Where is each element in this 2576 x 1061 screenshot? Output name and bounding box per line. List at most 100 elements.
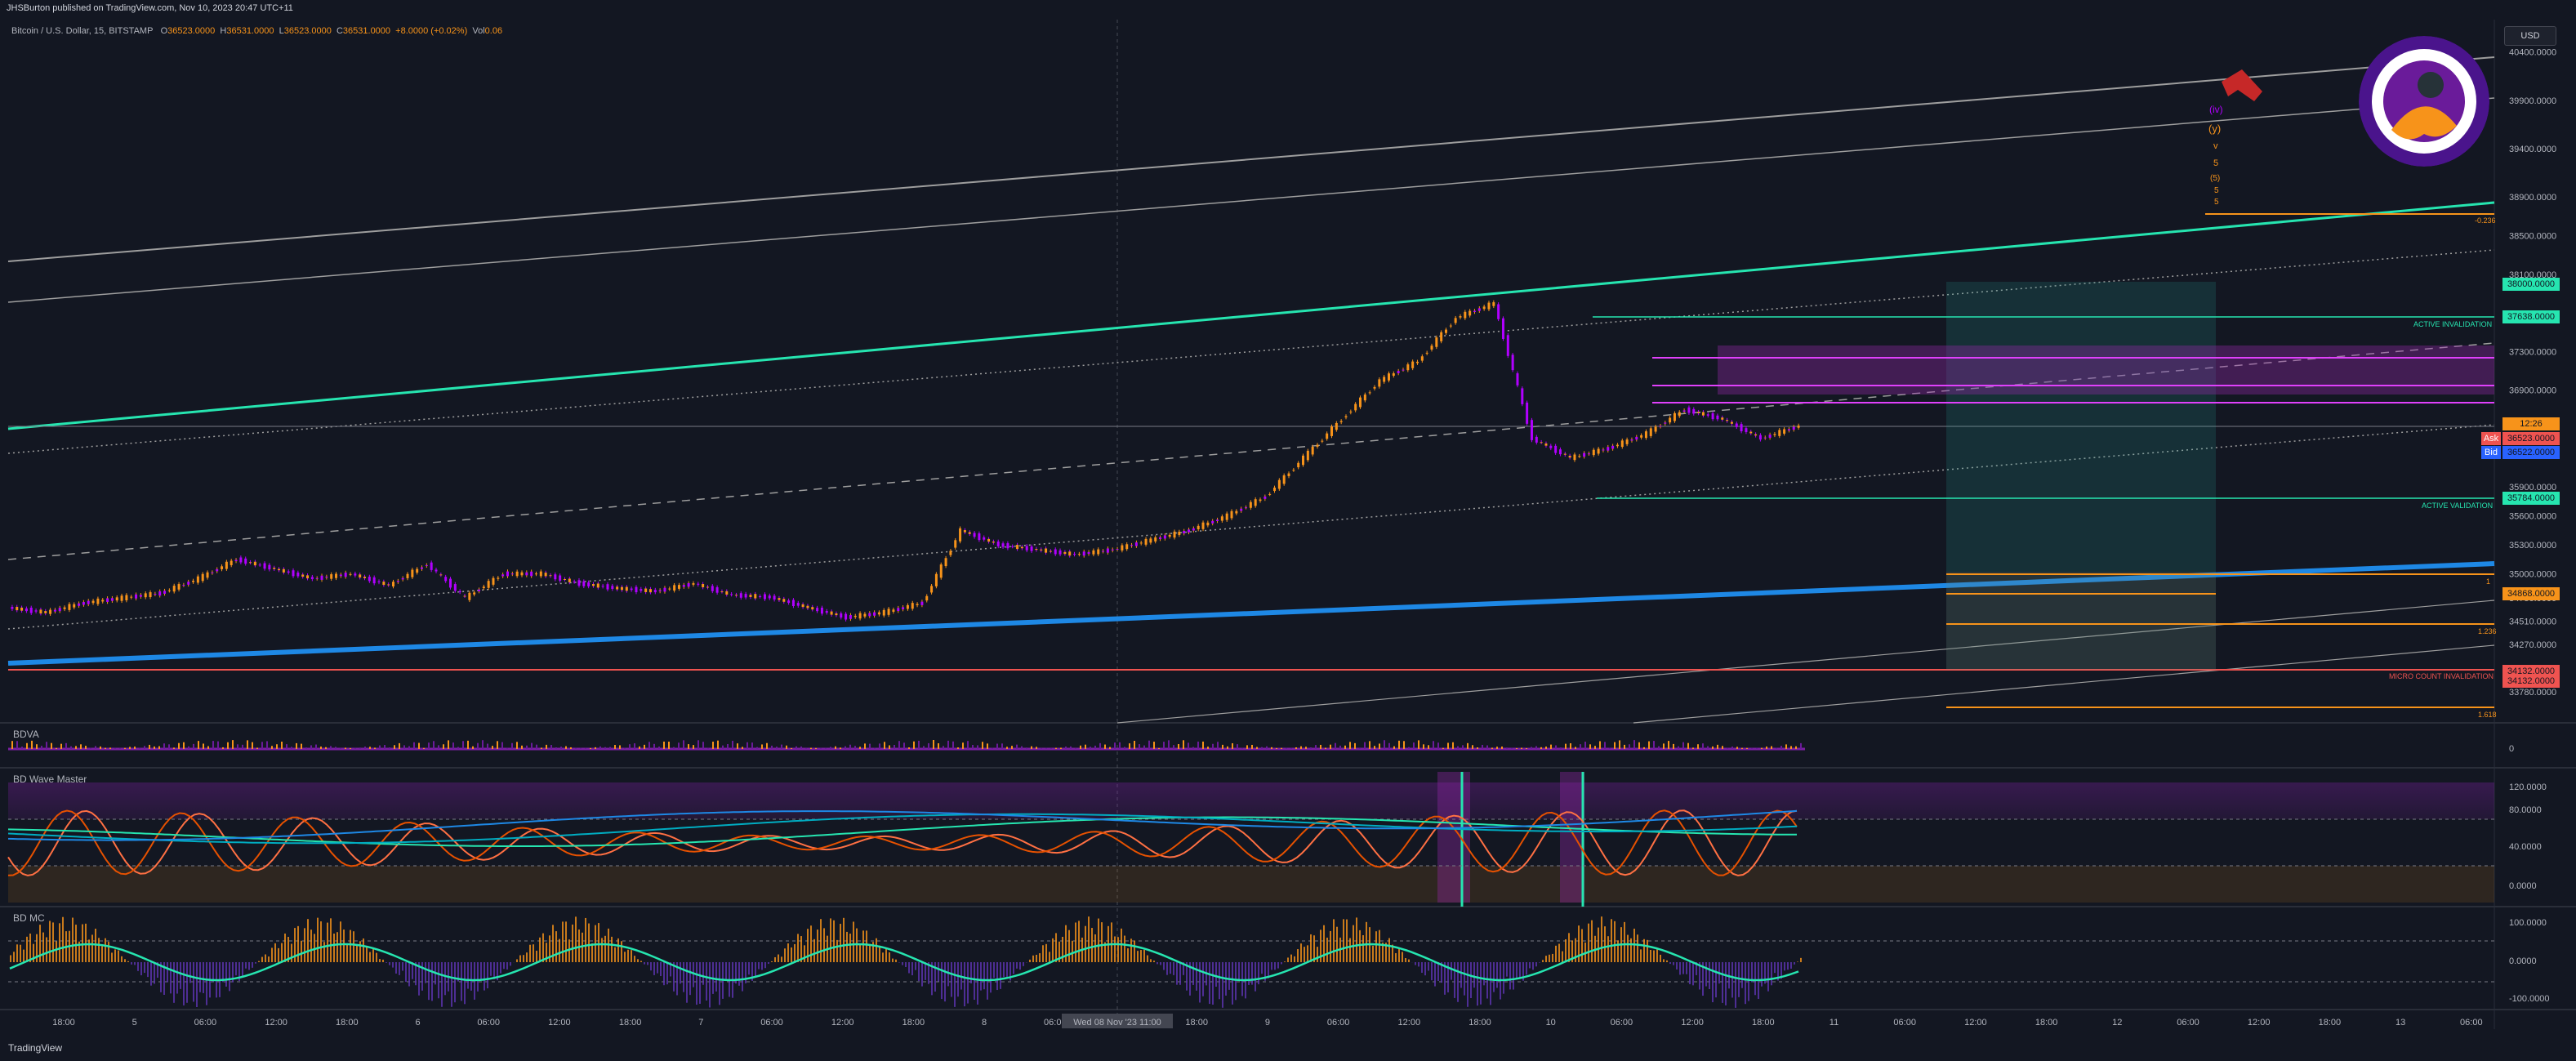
bdva-bar: [1374, 746, 1375, 749]
bdva-bar: [1099, 742, 1101, 749]
mc-bar: [1297, 949, 1299, 962]
mc-bar: [1343, 919, 1344, 962]
x-tick-label: 8: [982, 1018, 987, 1028]
bdva-bar: [46, 742, 47, 749]
candle-body: [96, 598, 100, 604]
mc-bar: [768, 962, 769, 965]
candle-body: [1449, 325, 1452, 327]
mc-bar: [59, 923, 60, 962]
bdva-bar: [1472, 745, 1473, 749]
mc-bar: [1170, 962, 1171, 974]
mc-bar: [1754, 962, 1756, 996]
bdva-bar: [129, 747, 131, 749]
mc-bar: [16, 944, 18, 962]
candle-body: [635, 586, 638, 593]
mc-bar: [1539, 962, 1540, 963]
mc-bar: [1287, 957, 1289, 962]
candle-body: [20, 607, 24, 611]
candle-body: [1526, 402, 1529, 424]
vol-value: 0.06: [484, 26, 503, 36]
mc-bar: [418, 962, 420, 996]
candle-body: [668, 588, 671, 590]
candle-body: [1178, 532, 1181, 535]
bdva-bar: [26, 742, 28, 749]
mc-bar: [1330, 930, 1331, 962]
bdva-bar: [1511, 747, 1513, 749]
bdva-bar: [585, 747, 586, 749]
candle-body: [278, 568, 281, 571]
bdva-bar: [296, 742, 297, 749]
candle-body: [591, 584, 595, 586]
x-tick-label: 06:00: [760, 1018, 783, 1028]
candle-body: [396, 581, 399, 582]
x-tick-label: 13: [2396, 1018, 2405, 1028]
candle-body: [849, 615, 852, 619]
bdva-bar: [379, 745, 381, 749]
candle-body: [1644, 431, 1647, 439]
bdva-bar: [188, 746, 189, 749]
mc-bar: [193, 962, 194, 1002]
currency-button[interactable]: USD: [2504, 26, 2556, 46]
price-axis[interactable]: 40400.0000 39900.0000 39400.0000 38900.0000…: [2509, 48, 2556, 1004]
mc-bar: [771, 961, 773, 962]
mc-bar: [395, 962, 397, 974]
candle-body: [1611, 445, 1615, 449]
bdva-bar: [207, 746, 209, 749]
candle-body: [1373, 386, 1376, 389]
candle-body: [1240, 508, 1243, 511]
time-axis[interactable]: 18:00 5 06:00 12:00 18:00 6 06:00 12:00 18:00 7 06…: [52, 1014, 2483, 1028]
vol-label: Vol: [472, 26, 485, 36]
candle-body: [115, 597, 118, 601]
mc-bar: [421, 962, 423, 991]
candle-body: [706, 586, 709, 588]
candle-body: [63, 607, 66, 609]
y-tick-label: 35900.0000: [2509, 483, 2556, 493]
candle-body: [1168, 534, 1171, 537]
mc-bar: [1192, 962, 1194, 985]
candle-body: [596, 583, 599, 588]
candle-body: [106, 598, 109, 602]
candle-body: [715, 587, 719, 593]
bdva-bar: [874, 747, 876, 749]
candle-body: [525, 572, 528, 576]
mc-bar: [1454, 962, 1455, 998]
x-tick-label: 06:00: [2177, 1018, 2199, 1028]
mc-bar: [1362, 934, 1364, 962]
mc-bar: [480, 962, 482, 979]
bdva-bar: [1305, 747, 1307, 749]
mc-bar: [1477, 962, 1478, 1006]
candle-body: [1245, 507, 1248, 509]
mc-bar: [225, 962, 227, 987]
bdva-bar: [271, 746, 273, 749]
bdva-bar: [1717, 744, 1718, 749]
pane-separators: [0, 20, 2576, 1029]
candle-body: [101, 600, 105, 602]
mc-bar: [601, 938, 603, 962]
bdva-bar: [154, 746, 155, 749]
bdva-bar: [1251, 744, 1253, 749]
target-zone-green: [1946, 282, 2216, 670]
mc-bar: [320, 921, 322, 962]
bdva-bar: [487, 743, 488, 749]
bdva-bar: [1682, 742, 1684, 749]
bdva-bar: [482, 740, 484, 749]
bdva-bar: [1085, 744, 1086, 749]
tradingview-brand[interactable]: TradingView: [8, 1042, 63, 1054]
candle-body: [125, 595, 128, 600]
mc-bar: [1196, 962, 1197, 991]
gavel-icon: [2222, 69, 2262, 101]
mc-bar: [1382, 943, 1384, 962]
bdva-bar: [702, 742, 704, 749]
mc-bar: [1673, 962, 1674, 965]
mc-bar: [1268, 962, 1269, 979]
mc-bar: [72, 917, 74, 962]
mc-bar: [905, 962, 907, 967]
candle-body: [1516, 373, 1519, 386]
mc-bar: [1313, 935, 1315, 962]
symbol-name[interactable]: Bitcoin / U.S. Dollar, 15, BITSTAMP: [11, 26, 154, 36]
mc-bar: [294, 928, 296, 962]
mc-bar: [490, 962, 492, 976]
bdva-bar: [286, 744, 287, 749]
candle-body: [663, 587, 666, 592]
